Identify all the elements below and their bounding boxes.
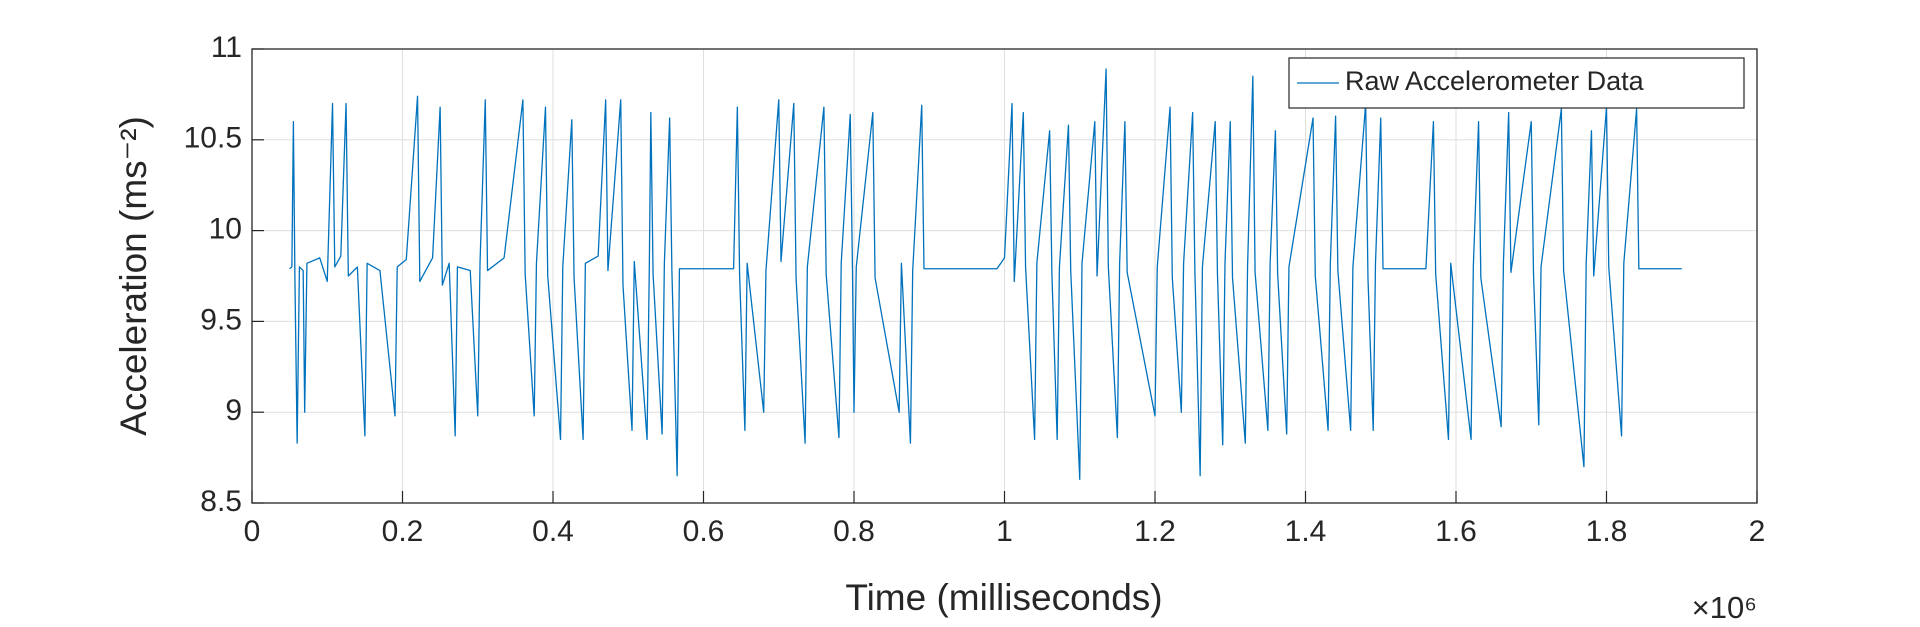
x-axis-label: Time (milliseconds) [845,577,1162,618]
x-tick-label: 1.8 [1586,515,1628,548]
y-tick-label: 10 [209,213,242,246]
x-tick-label: 0.2 [382,515,424,548]
legend-label: Raw Accelerometer Data [1345,66,1645,96]
y-tick-label: 9 [225,394,242,427]
x-tick-label: 1.2 [1134,515,1176,548]
x-tick-label: 0.8 [833,515,875,548]
y-tick-label: 9.5 [200,303,242,336]
x-tick-label: 1 [996,515,1013,548]
x-tick-label: 1.4 [1285,515,1327,548]
x-tick-label: 0.4 [532,515,574,548]
x-tick-label: 0.6 [683,515,725,548]
x-tick-label: 2 [1749,515,1766,548]
data-line [289,68,1682,481]
legend: Raw Accelerometer Data [1288,57,1745,109]
x-tick-label: 0 [244,515,261,548]
x-tick-label: 1.6 [1435,515,1477,548]
y-axis-label: Acceleration (ms⁻²) [113,116,154,436]
axes-box [251,48,1758,504]
legend-box [1288,57,1745,109]
y-tick-label: 8.5 [200,485,242,518]
y-tick-label: 11 [211,31,242,64]
x-multiplier: ×10⁶ [1692,590,1757,622]
y-tick-label: 10.5 [184,122,242,155]
